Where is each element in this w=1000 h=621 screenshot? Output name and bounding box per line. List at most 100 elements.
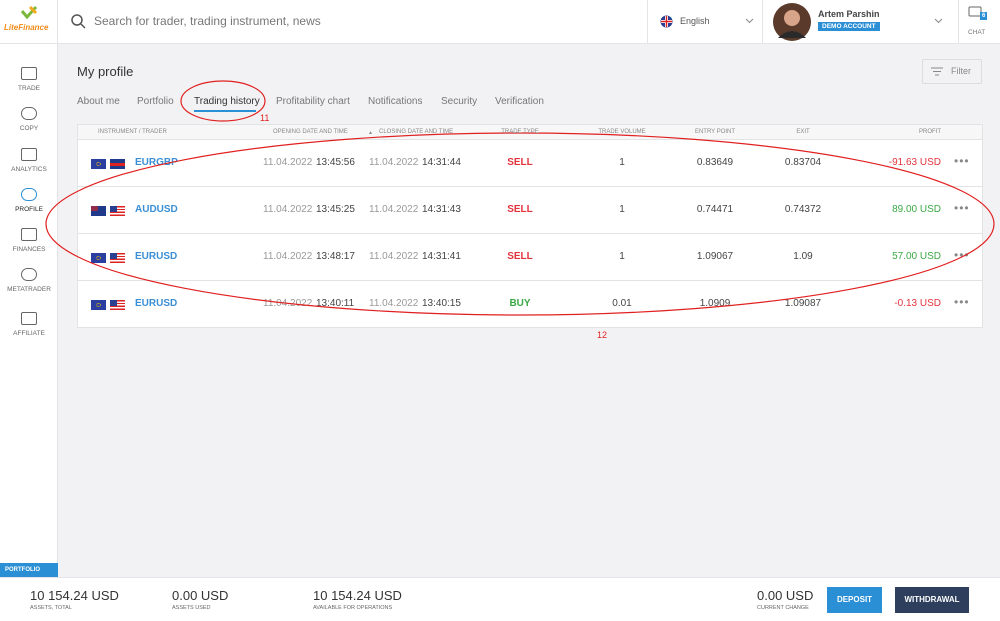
flag-detail bbox=[110, 162, 125, 166]
tab[interactable]: Verification bbox=[495, 96, 544, 107]
entry-point: 1.09067 bbox=[696, 251, 734, 262]
portfolio-tab[interactable]: PORTFOLIO bbox=[0, 563, 58, 577]
trade-type: SELL bbox=[507, 251, 533, 262]
tab[interactable]: Security bbox=[441, 96, 478, 107]
logo-icon bbox=[20, 5, 38, 19]
exit: 1.09087 bbox=[784, 298, 822, 309]
row-menu[interactable]: ••• bbox=[954, 295, 970, 309]
flag-detail bbox=[96, 256, 101, 260]
nav-label[interactable]: METATRADER bbox=[7, 286, 51, 293]
tab[interactable]: About me bbox=[77, 96, 120, 107]
chat-icon[interactable] bbox=[968, 6, 984, 20]
flag bbox=[91, 300, 106, 310]
open-time: 13:48:17 bbox=[316, 251, 355, 262]
flag bbox=[110, 159, 125, 169]
chat-label: CHAT bbox=[968, 29, 986, 36]
deposit-button[interactable]: DEPOSIT bbox=[827, 587, 882, 613]
close-date: 11.04.2022 bbox=[369, 157, 419, 168]
table-row: EURUSD 11.04.2022 13:40:11 11.04.2022 13:40:… bbox=[78, 280, 982, 327]
flag bbox=[91, 206, 106, 216]
instrument[interactable]: EURUSD bbox=[135, 298, 178, 309]
search-input[interactable]: Search for trader, trading instrument, n… bbox=[94, 14, 321, 28]
nav-label[interactable]: PROFILE bbox=[15, 206, 43, 213]
filter-button[interactable]: Filter bbox=[922, 59, 982, 84]
trade-volume: 1 bbox=[619, 204, 625, 215]
trade-type: BUY bbox=[509, 298, 531, 309]
close-date: 11.04.2022 bbox=[369, 204, 419, 215]
stat-label: ASSETS USED bbox=[172, 605, 211, 611]
annotation-label: 12 bbox=[597, 330, 607, 340]
close-date: 11.04.2022 bbox=[369, 251, 419, 262]
flag bbox=[110, 300, 125, 310]
filter-label: Filter bbox=[951, 66, 971, 76]
withdrawal-button[interactable]: WITHDRAWAL bbox=[895, 587, 969, 613]
footer: DEPOSIT WITHDRAWAL 10 154.24 USD ASSETS, … bbox=[0, 577, 1000, 621]
row-menu[interactable]: ••• bbox=[954, 201, 970, 215]
logo-box[interactable]: LiteFinance bbox=[0, 0, 58, 44]
instrument[interactable]: AUDUSD bbox=[135, 204, 178, 215]
uk-flag bbox=[660, 15, 673, 28]
tab[interactable]: Notifications bbox=[368, 96, 423, 107]
instrument[interactable]: EURUSD bbox=[135, 251, 178, 262]
trade-type: SELL bbox=[507, 204, 533, 215]
nav-label[interactable]: FINANCES bbox=[12, 246, 46, 253]
column-header: ENTRY POINT bbox=[694, 129, 736, 135]
tab[interactable]: Trading history bbox=[194, 96, 260, 107]
instrument[interactable]: EURGBP bbox=[135, 157, 178, 168]
column-header: PROFIT bbox=[919, 129, 941, 135]
open-time: 13:40:11 bbox=[316, 298, 355, 309]
open-date: 11.04.2022 bbox=[263, 251, 313, 262]
column-header: TRADE TYPE bbox=[501, 129, 539, 135]
logo-text: LiteFinance bbox=[4, 23, 49, 32]
table-row: EURGBP 11.04.2022 13:45:56 11.04.2022 14:31:… bbox=[78, 139, 982, 186]
column-header: TRADE VOLUME bbox=[598, 129, 646, 135]
stat-label: ASSETS, TOTAL bbox=[30, 605, 72, 611]
nav-icon bbox=[21, 188, 37, 201]
exit: 0.83704 bbox=[784, 157, 822, 168]
open-date: 11.04.2022 bbox=[263, 298, 313, 309]
sort-arrow: ▲ bbox=[368, 130, 373, 136]
flag bbox=[110, 206, 125, 216]
nav-label[interactable]: ANALYTICS bbox=[11, 166, 47, 173]
nav-icon bbox=[21, 268, 37, 281]
stat-value: 0.00 USD bbox=[172, 588, 229, 603]
column-header: OPENING DATE AND TIME bbox=[273, 129, 348, 135]
exit: 1.09 bbox=[793, 251, 813, 262]
annotation-label: 11 bbox=[260, 113, 269, 123]
flag-detail bbox=[96, 162, 101, 166]
row-menu[interactable]: ••• bbox=[954, 248, 970, 262]
tab[interactable]: Profitability chart bbox=[276, 96, 350, 107]
portfolio-label: PORTFOLIO bbox=[5, 567, 40, 573]
flag-detail bbox=[96, 303, 101, 307]
flag bbox=[91, 253, 106, 263]
stat-value: 10 154.24 USD bbox=[313, 588, 402, 603]
profit: -0.13 USD bbox=[894, 298, 941, 309]
exit: 0.74372 bbox=[784, 204, 822, 215]
nav-label[interactable]: COPY bbox=[19, 125, 39, 132]
language[interactable]: English bbox=[680, 16, 710, 26]
close-time: 14:31:41 bbox=[422, 251, 461, 262]
open-date: 11.04.2022 bbox=[263, 157, 313, 168]
nav-icon bbox=[21, 228, 37, 241]
nav-label[interactable]: AFFILIATE bbox=[13, 330, 45, 337]
nav-icon bbox=[21, 67, 37, 80]
nav-icon bbox=[21, 312, 37, 325]
profit: 57.00 USD bbox=[892, 251, 941, 262]
trade-volume: 1 bbox=[619, 251, 625, 262]
chevron bbox=[934, 18, 943, 24]
open-date: 11.04.2022 bbox=[263, 204, 313, 215]
row-menu[interactable]: ••• bbox=[954, 154, 970, 168]
divider bbox=[647, 0, 648, 44]
nav-icon bbox=[21, 107, 37, 120]
chat-count: 6 bbox=[980, 12, 988, 20]
avatar[interactable] bbox=[772, 2, 812, 42]
stat-value: 0.00 USD bbox=[757, 588, 814, 603]
nav-label[interactable]: TRADE bbox=[17, 85, 41, 92]
flag bbox=[91, 159, 106, 169]
flag-detail bbox=[110, 253, 117, 259]
divider bbox=[958, 0, 959, 44]
tab[interactable]: Portfolio bbox=[137, 96, 174, 107]
table-row: AUDUSD 11.04.2022 13:45:25 11.04.2022 14:31:… bbox=[78, 186, 982, 233]
trade-type: SELL bbox=[507, 157, 533, 168]
flag-detail bbox=[91, 206, 98, 211]
